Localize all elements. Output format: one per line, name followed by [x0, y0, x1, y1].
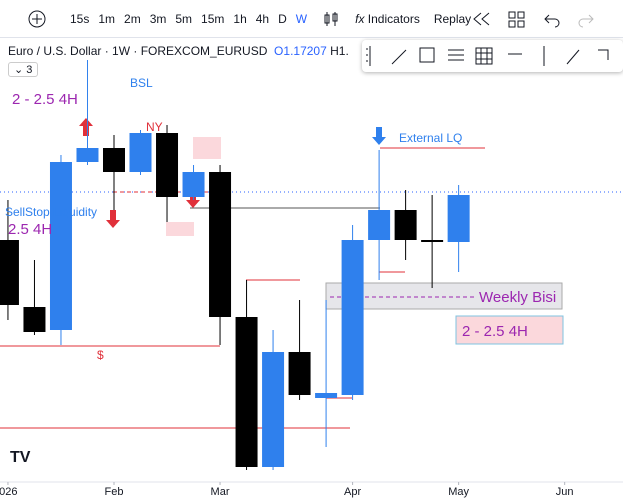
annotation: 2.5 4H: [8, 221, 52, 238]
interval[interactable]: D: [278, 11, 287, 26]
high: H1.: [330, 44, 349, 58]
annotation: Weekly Bisi: [479, 289, 556, 306]
indicators-button[interactable]: fx Indicators: [355, 11, 420, 26]
candle-body: [209, 172, 232, 317]
candle-body: [341, 240, 364, 395]
arrows: [79, 118, 200, 228]
candle-body: [235, 317, 258, 467]
interval[interactable]: 4h: [255, 11, 270, 26]
indicators-label: Indicators: [367, 11, 420, 26]
interval[interactable]: W: [295, 11, 308, 26]
x-tick-label: 2026: [0, 486, 17, 498]
redo[interactable]: [573, 9, 597, 29]
interval[interactable]: 15s: [70, 11, 90, 26]
x-tick-label: Feb: [105, 486, 124, 498]
chart: 2 - 2.5 4H BSL NY External LQ SellStop L…: [0, 60, 623, 498]
target-box: [455, 315, 564, 345]
logo: TV: [10, 449, 31, 466]
replay-button[interactable]: Replay: [433, 11, 472, 26]
interval[interactable]: 3m: [149, 11, 167, 26]
add-symbol[interactable]: [22, 4, 52, 34]
drawing-toolbar: [362, 40, 623, 72]
annotation: NY: [146, 120, 163, 134]
undo[interactable]: [541, 9, 565, 29]
candle-body: [182, 172, 205, 197]
replay-icon[interactable]: [471, 9, 493, 29]
interval[interactable]: 1m: [98, 11, 116, 26]
weekly-bisi-box: [325, 282, 563, 310]
candle-body: [262, 352, 285, 467]
x-tick-label: Jun: [556, 486, 574, 498]
candle-body: [394, 210, 417, 240]
top-toolbar: 15s 1m 2m 3m 5m 15m 1h 4h D W fx Indicators Repla…: [0, 0, 623, 38]
candle-body: [421, 240, 444, 242]
chart-type[interactable]: [321, 9, 341, 29]
x-tick-label: May: [448, 486, 469, 498]
open-label: O: [274, 44, 284, 58]
templates[interactable]: [505, 9, 529, 29]
candle-body: [447, 195, 470, 242]
annotation: 2 - 2.5 4H: [462, 323, 528, 340]
legend: Euro / U.S. Dollar · 1W · FOREXCOM_EURUS…: [8, 44, 349, 77]
open: 1.17207: [283, 44, 327, 58]
candle-body: [129, 133, 152, 172]
symbol: Euro / U.S. Dollar · 1W · FOREXCOM_EURUS…: [8, 44, 268, 58]
zone: [193, 137, 221, 159]
interval[interactable]: 2m: [124, 11, 141, 26]
level-lines: [0, 147, 485, 429]
candle-body: [315, 393, 338, 398]
zone: [166, 222, 194, 236]
candle-body: [368, 210, 391, 240]
arrow: [372, 127, 386, 145]
candle-body: [0, 240, 19, 305]
annotation: BSL: [130, 76, 153, 90]
interval[interactable]: 5m: [175, 11, 193, 26]
intervals: 15s 1m 2m 3m 5m 15m 1h 4h D W: [61, 12, 307, 26]
interval[interactable]: 15m: [201, 11, 225, 26]
x-tick-label: Apr: [344, 486, 361, 498]
candle-body: [288, 352, 311, 395]
candle-body: [49, 162, 72, 330]
x-tick-label: Mar: [211, 486, 230, 498]
annotation: External LQ: [399, 131, 462, 145]
annotation: SellStop Liquidity: [5, 205, 97, 219]
interval[interactable]: 1h: [233, 11, 247, 26]
annotation: 2 - 2.5 4H: [12, 91, 78, 108]
candle-body: [156, 133, 179, 197]
drawing-tools[interactable]: [362, 40, 623, 72]
annotation: $: [97, 348, 104, 362]
badge-count: 3: [26, 64, 33, 76]
candle-body: [102, 148, 125, 172]
candle-body: [76, 148, 99, 162]
candle-body: [23, 307, 46, 332]
badge[interactable]: ⌄ 3: [8, 62, 39, 77]
